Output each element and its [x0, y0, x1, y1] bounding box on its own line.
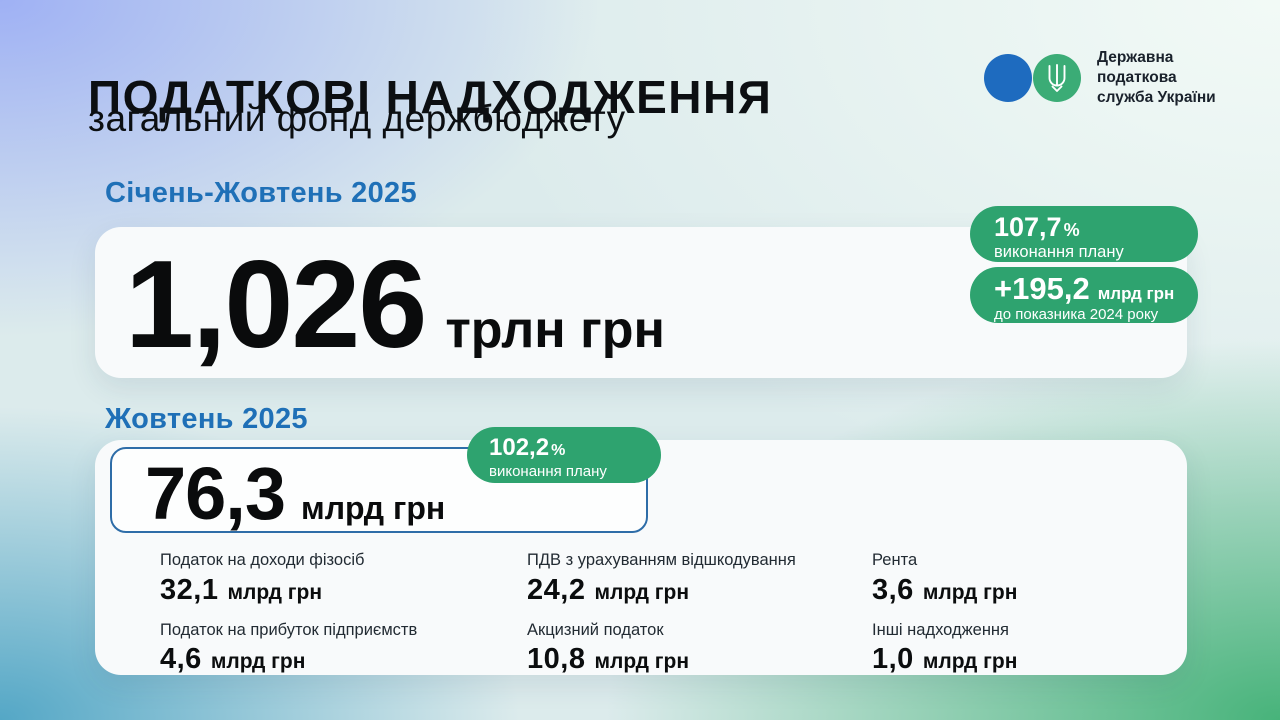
ytd-plan-percent: 107,7	[994, 212, 1062, 242]
page-subtitle: загальний фонд держбюджету	[88, 98, 626, 139]
stat-label: Інші надходження	[872, 620, 1009, 639]
stat-unit: млрд грн	[594, 650, 690, 674]
stat-unit: млрд грн	[922, 650, 1018, 674]
percent-sign: %	[551, 442, 566, 459]
stat-value: 32,1	[160, 573, 219, 606]
logo-org-line: податкова	[1097, 69, 1177, 86]
stat-label: Акцизний податок	[527, 620, 664, 639]
ytd-plan-caption: виконання плану	[994, 243, 1124, 261]
stat-value: 10,8	[527, 643, 586, 676]
ytd-yoy-delta-badge: +195,2 млрд грн до показника 2024 року	[970, 267, 1198, 323]
logo-org-name: Державна податкова служба України	[1097, 48, 1216, 108]
stat-label: Податок на доходи фізосіб	[160, 551, 365, 569]
page-title: ПОДАТКОВІ НАДХОДЖЕННЯ	[88, 70, 773, 123]
stat-excise: Акцизний податок 10,8 млрд грн	[527, 620, 872, 677]
stat-profit-tax: Податок на прибуток підприємств 4,6 млрд…	[160, 620, 527, 677]
logo-blue-circle	[984, 54, 1032, 102]
stat-other: Інші надходження 1,0 млрд грн	[872, 620, 1167, 677]
stat-unit: млрд грн	[922, 580, 1018, 604]
stat-value: 24,2	[527, 573, 586, 606]
stat-label: ПДВ з урахуванням відшкодування	[527, 551, 796, 569]
month-amount-box: 76,3 млрд грн	[110, 447, 648, 533]
percent-sign: %	[1063, 220, 1080, 240]
stat-pdv: ПДВ з урахуванням відшкодування 24,2 млр…	[527, 550, 872, 607]
period-label-month: Жовтень 2025	[105, 403, 308, 435]
ytd-amount: 1,026 трлн грн	[95, 227, 1187, 367]
month-plan-caption: виконання плану	[489, 463, 607, 480]
logo-org-line: Державна	[1097, 49, 1174, 66]
yoy-delta-unit: млрд грн	[1097, 284, 1175, 303]
ytd-amount-number: 1,026	[125, 236, 427, 374]
stat-unit: млрд грн	[227, 580, 323, 604]
month-breakdown-grid: Податок на доходи фізосіб 32,1 млрд грн …	[160, 550, 1167, 676]
ytd-plan-execution-badge: 107,7 % виконання плану	[970, 206, 1198, 262]
stat-pdfo: Податок на доходи фізосіб 32,1 млрд грн	[160, 550, 527, 607]
tax-service-logo: Державна податкова служба України	[984, 48, 1216, 108]
stat-value: 4,6	[160, 643, 202, 676]
stat-unit: млрд грн	[210, 650, 306, 674]
month-amount-number: 76,3	[145, 452, 286, 535]
yoy-delta-caption: до показника 2024 року	[994, 306, 1159, 323]
tryzub-trident-icon	[1048, 64, 1066, 92]
period-label-ytd: Січень-Жовтень 2025	[105, 177, 417, 209]
yoy-delta-value: +195,2	[994, 271, 1090, 306]
stat-unit: млрд грн	[594, 580, 690, 604]
stat-renta: Рента 3,6 млрд грн	[872, 550, 1167, 607]
logo-org-line: служба України	[1097, 89, 1216, 106]
ytd-amount-unit: трлн грн	[445, 301, 665, 359]
stat-value: 1,0	[872, 643, 914, 676]
stat-value: 3,6	[872, 573, 914, 606]
month-plan-percent: 102,2	[489, 434, 550, 461]
stat-label: Податок на прибуток підприємств	[160, 620, 418, 639]
month-amount-unit: млрд грн	[301, 490, 446, 526]
stat-label: Рента	[872, 551, 918, 569]
month-plan-execution-badge: 102,2 % виконання плану	[467, 427, 661, 483]
logo-green-circle	[1033, 54, 1081, 102]
